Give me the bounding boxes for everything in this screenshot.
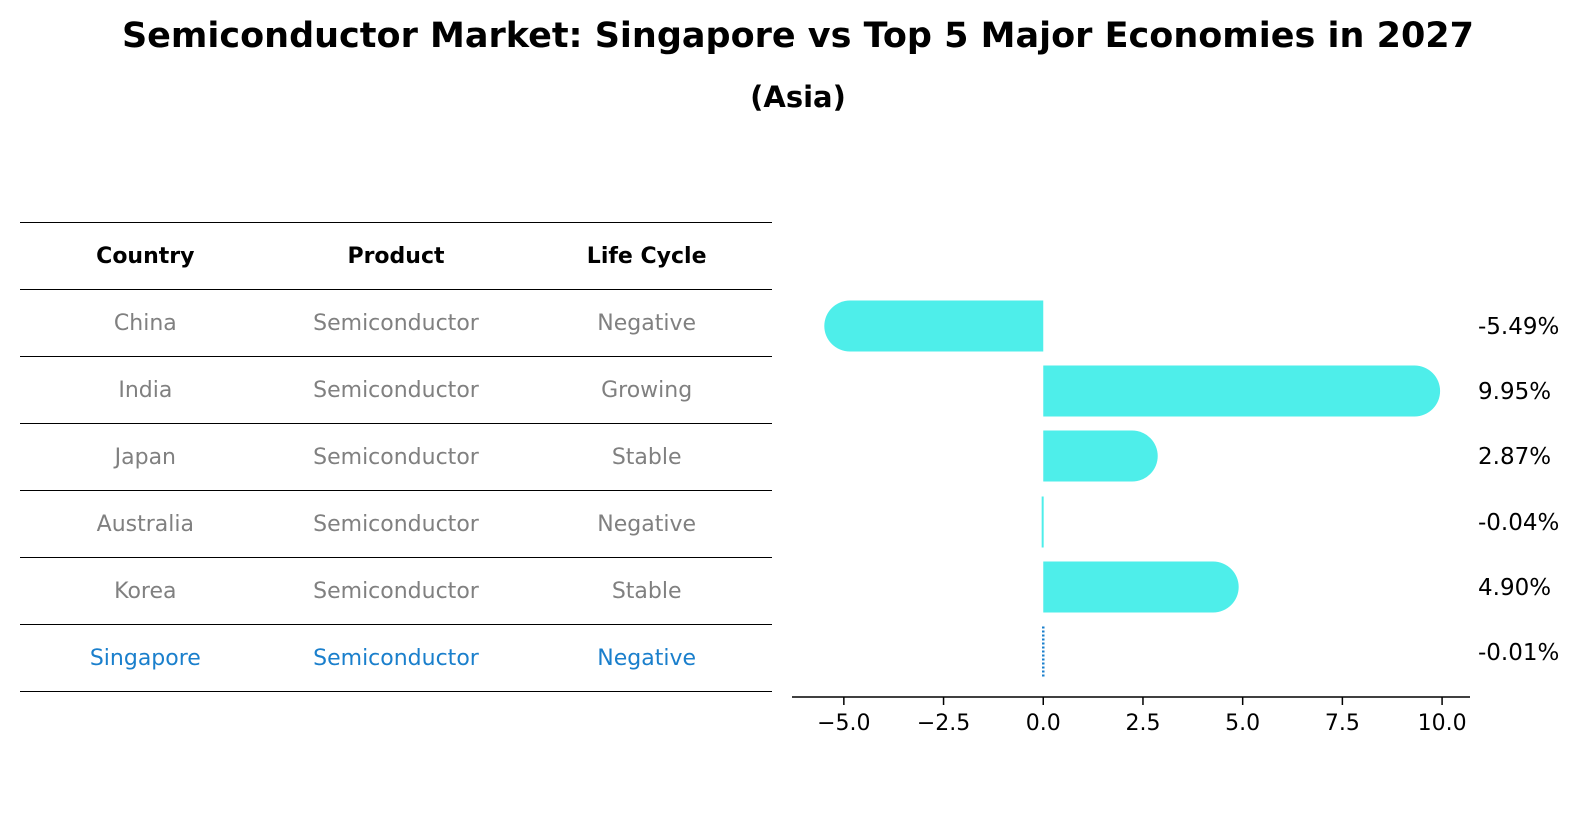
x-tick-label: −2.5 <box>917 711 970 736</box>
cell-life-cycle: Stable <box>521 557 772 625</box>
x-tick-label: 5.0 <box>1225 711 1260 736</box>
table-row: Australia Semiconductor Negative <box>20 490 772 558</box>
column-header-product: Product <box>270 222 522 290</box>
cell-life-cycle: Negative <box>521 490 772 558</box>
cell-product: Semiconductor <box>270 289 522 357</box>
comparison-table-wrapper: Country Product Life Cycle China Semicon… <box>20 222 772 692</box>
bar <box>1043 430 1158 482</box>
chart-title: Semiconductor Market: Singapore vs Top 5… <box>121 16 1475 56</box>
cell-product: Semiconductor <box>270 423 522 491</box>
cell-life-cycle: Negative <box>521 624 772 692</box>
cell-country: Korea <box>20 557 271 625</box>
bar-value-label: -0.04% <box>1478 510 1559 536</box>
table-row: Japan Semiconductor Stable <box>20 423 772 491</box>
column-header-country: Country <box>20 222 271 290</box>
table-row-highlight: Singapore Semiconductor Negative <box>20 624 772 692</box>
cell-product: Semiconductor <box>270 557 522 625</box>
cell-life-cycle: Stable <box>521 423 772 491</box>
x-tick-label: 2.5 <box>1125 711 1160 736</box>
x-tick-label: 0.0 <box>1026 711 1061 736</box>
cell-country: Singapore <box>20 624 271 692</box>
bar <box>1043 561 1239 613</box>
cell-product: Semiconductor <box>270 624 522 692</box>
bar <box>1041 496 1044 548</box>
cell-country: India <box>20 356 271 424</box>
table-header-row: Country Product Life Cycle <box>20 222 772 290</box>
comparison-table: Country Product Life Cycle China Semicon… <box>20 222 772 692</box>
cell-life-cycle: Negative <box>521 289 772 357</box>
bar-value-label: 4.90% <box>1478 575 1551 601</box>
cell-product: Semiconductor <box>270 490 522 558</box>
cell-country: Japan <box>20 423 271 491</box>
bar-value-label: -0.01% <box>1478 640 1559 666</box>
table-row: Korea Semiconductor Stable <box>20 557 772 625</box>
bar <box>824 300 1044 352</box>
table-row: India Semiconductor Growing <box>20 356 772 424</box>
bar-value-label: -5.49% <box>1478 314 1559 340</box>
cell-life-cycle: Growing <box>521 356 772 424</box>
cell-country: Australia <box>20 490 271 558</box>
bar-value-label: 2.87% <box>1478 444 1551 470</box>
bar <box>1043 365 1441 417</box>
x-tick-label: 10.0 <box>1418 711 1467 736</box>
cell-country: China <box>20 289 271 357</box>
chart-subtitle: (Asia) <box>750 80 846 114</box>
x-tick-label: −5.0 <box>817 711 870 736</box>
cell-product: Semiconductor <box>270 356 522 424</box>
column-header-life-cycle: Life Cycle <box>521 222 772 290</box>
x-tick-label: 7.5 <box>1325 711 1360 736</box>
bar-value-label: 9.95% <box>1478 379 1551 405</box>
table-row: China Semiconductor Negative <box>20 289 772 357</box>
